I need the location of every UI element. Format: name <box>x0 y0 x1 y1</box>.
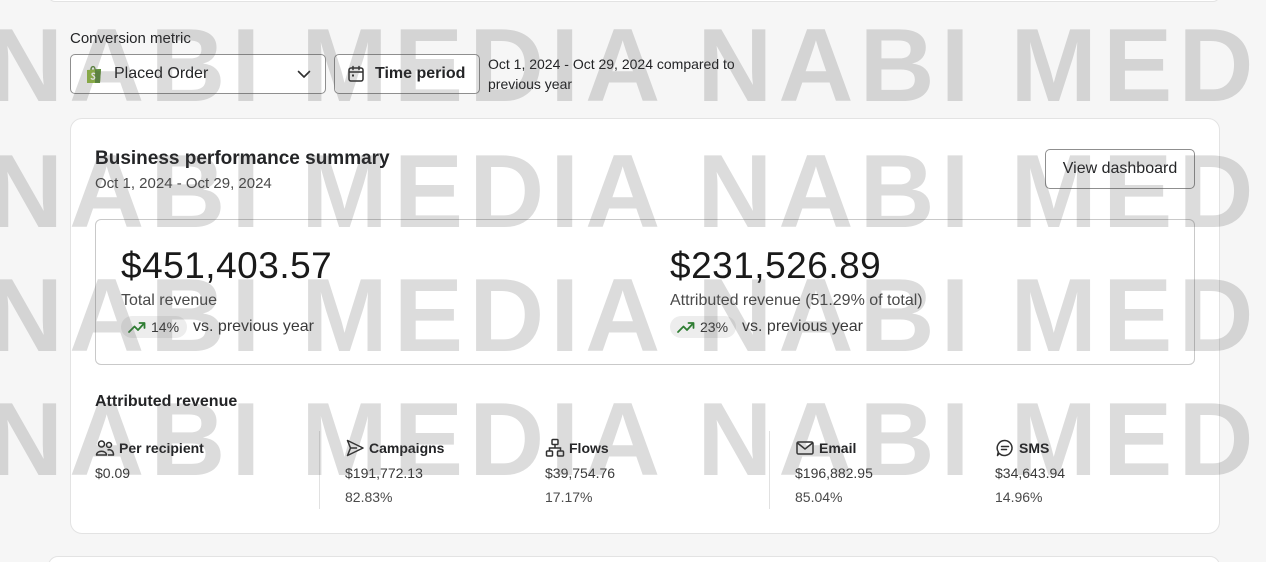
email-icon <box>795 438 815 458</box>
change-percent: 14% <box>151 319 180 335</box>
previous-card-edge <box>48 0 1220 2</box>
total-revenue-label: Total revenue <box>121 292 218 309</box>
conversion-metric-label: Conversion metric <box>70 30 191 47</box>
trend-up-icon <box>127 320 147 334</box>
send-icon <box>345 438 365 458</box>
change-comparison-text: vs. previous year <box>742 318 863 335</box>
trend-up-icon <box>676 320 696 334</box>
calendar-icon <box>347 65 365 83</box>
sms-icon <box>995 438 1015 458</box>
attributed-revenue-value: $231,526.89 <box>670 245 882 286</box>
flow-icon <box>545 438 565 458</box>
metric-per-recipient: Per recipient $0.09 <box>95 437 204 481</box>
card-title: Business performance summary <box>95 148 390 169</box>
metric-email: Email $196,882.95 85.04% <box>795 437 873 505</box>
metric-label: SMS <box>1019 440 1050 456</box>
attributed-revenue-change: 23% vs. previous year <box>670 316 923 338</box>
business-performance-card: Business performance summary Oct 1, 2024… <box>70 118 1220 534</box>
metric-percent: 14.96% <box>995 489 1043 505</box>
metric-label: Campaigns <box>369 440 445 456</box>
total-revenue-change: 14% vs. previous year <box>121 316 332 338</box>
metric-label: Email <box>819 440 857 456</box>
next-card-edge <box>48 556 1220 562</box>
change-comparison-text: vs. previous year <box>193 318 314 335</box>
kpi-box: $451,403.57 Total revenue 14% vs. previo… <box>95 219 1195 365</box>
metric-label: Flows <box>569 440 609 456</box>
attributed-revenue-label: Attributed revenue (51.29% of total) <box>670 292 923 309</box>
change-badge: 23% <box>670 316 737 338</box>
total-revenue-kpi: $451,403.57 Total revenue 14% vs. previo… <box>121 246 332 338</box>
metric-campaigns: Campaigns $191,772.13 82.83% <box>345 437 444 505</box>
divider <box>769 431 770 509</box>
people-icon <box>95 438 115 458</box>
metric-percent: 85.04% <box>795 489 843 505</box>
time-period-button[interactable]: Time period <box>334 54 480 94</box>
change-percent: 23% <box>700 319 729 335</box>
metric-label: Per recipient <box>119 440 204 456</box>
chevron-down-icon <box>295 65 313 83</box>
metric-value: $39,754.76 <box>545 465 616 481</box>
conversion-metric-select[interactable]: Placed Order <box>70 54 326 94</box>
attributed-revenue-kpi: $231,526.89 Attributed revenue (51.29% o… <box>670 246 923 338</box>
metric-value: $196,882.95 <box>795 465 873 481</box>
divider <box>319 431 320 509</box>
shopify-bag-icon <box>85 64 103 84</box>
attributed-revenue-title: Attributed revenue <box>95 393 238 410</box>
change-badge: 14% <box>121 316 188 338</box>
metric-value: $0.09 <box>95 465 131 481</box>
conversion-metric-value: Placed Order <box>114 65 209 82</box>
time-period-label: Time period <box>375 65 466 82</box>
metric-value: $34,643.94 <box>995 465 1066 481</box>
metric-flows: Flows $39,754.76 17.17% <box>545 437 615 505</box>
metric-sms: SMS $34,643.94 14.96% <box>995 437 1065 505</box>
metric-percent: 82.83% <box>345 489 393 505</box>
view-dashboard-button[interactable]: View dashboard <box>1045 149 1195 189</box>
card-date-range: Oct 1, 2024 - Oct 29, 2024 <box>95 175 272 192</box>
metric-value: $191,772.13 <box>345 465 423 481</box>
metric-percent: 17.17% <box>545 489 593 505</box>
period-comparison-text: Oct 1, 2024 - Oct 29, 2024 compared to p… <box>488 56 735 92</box>
total-revenue-value: $451,403.57 <box>121 245 333 286</box>
